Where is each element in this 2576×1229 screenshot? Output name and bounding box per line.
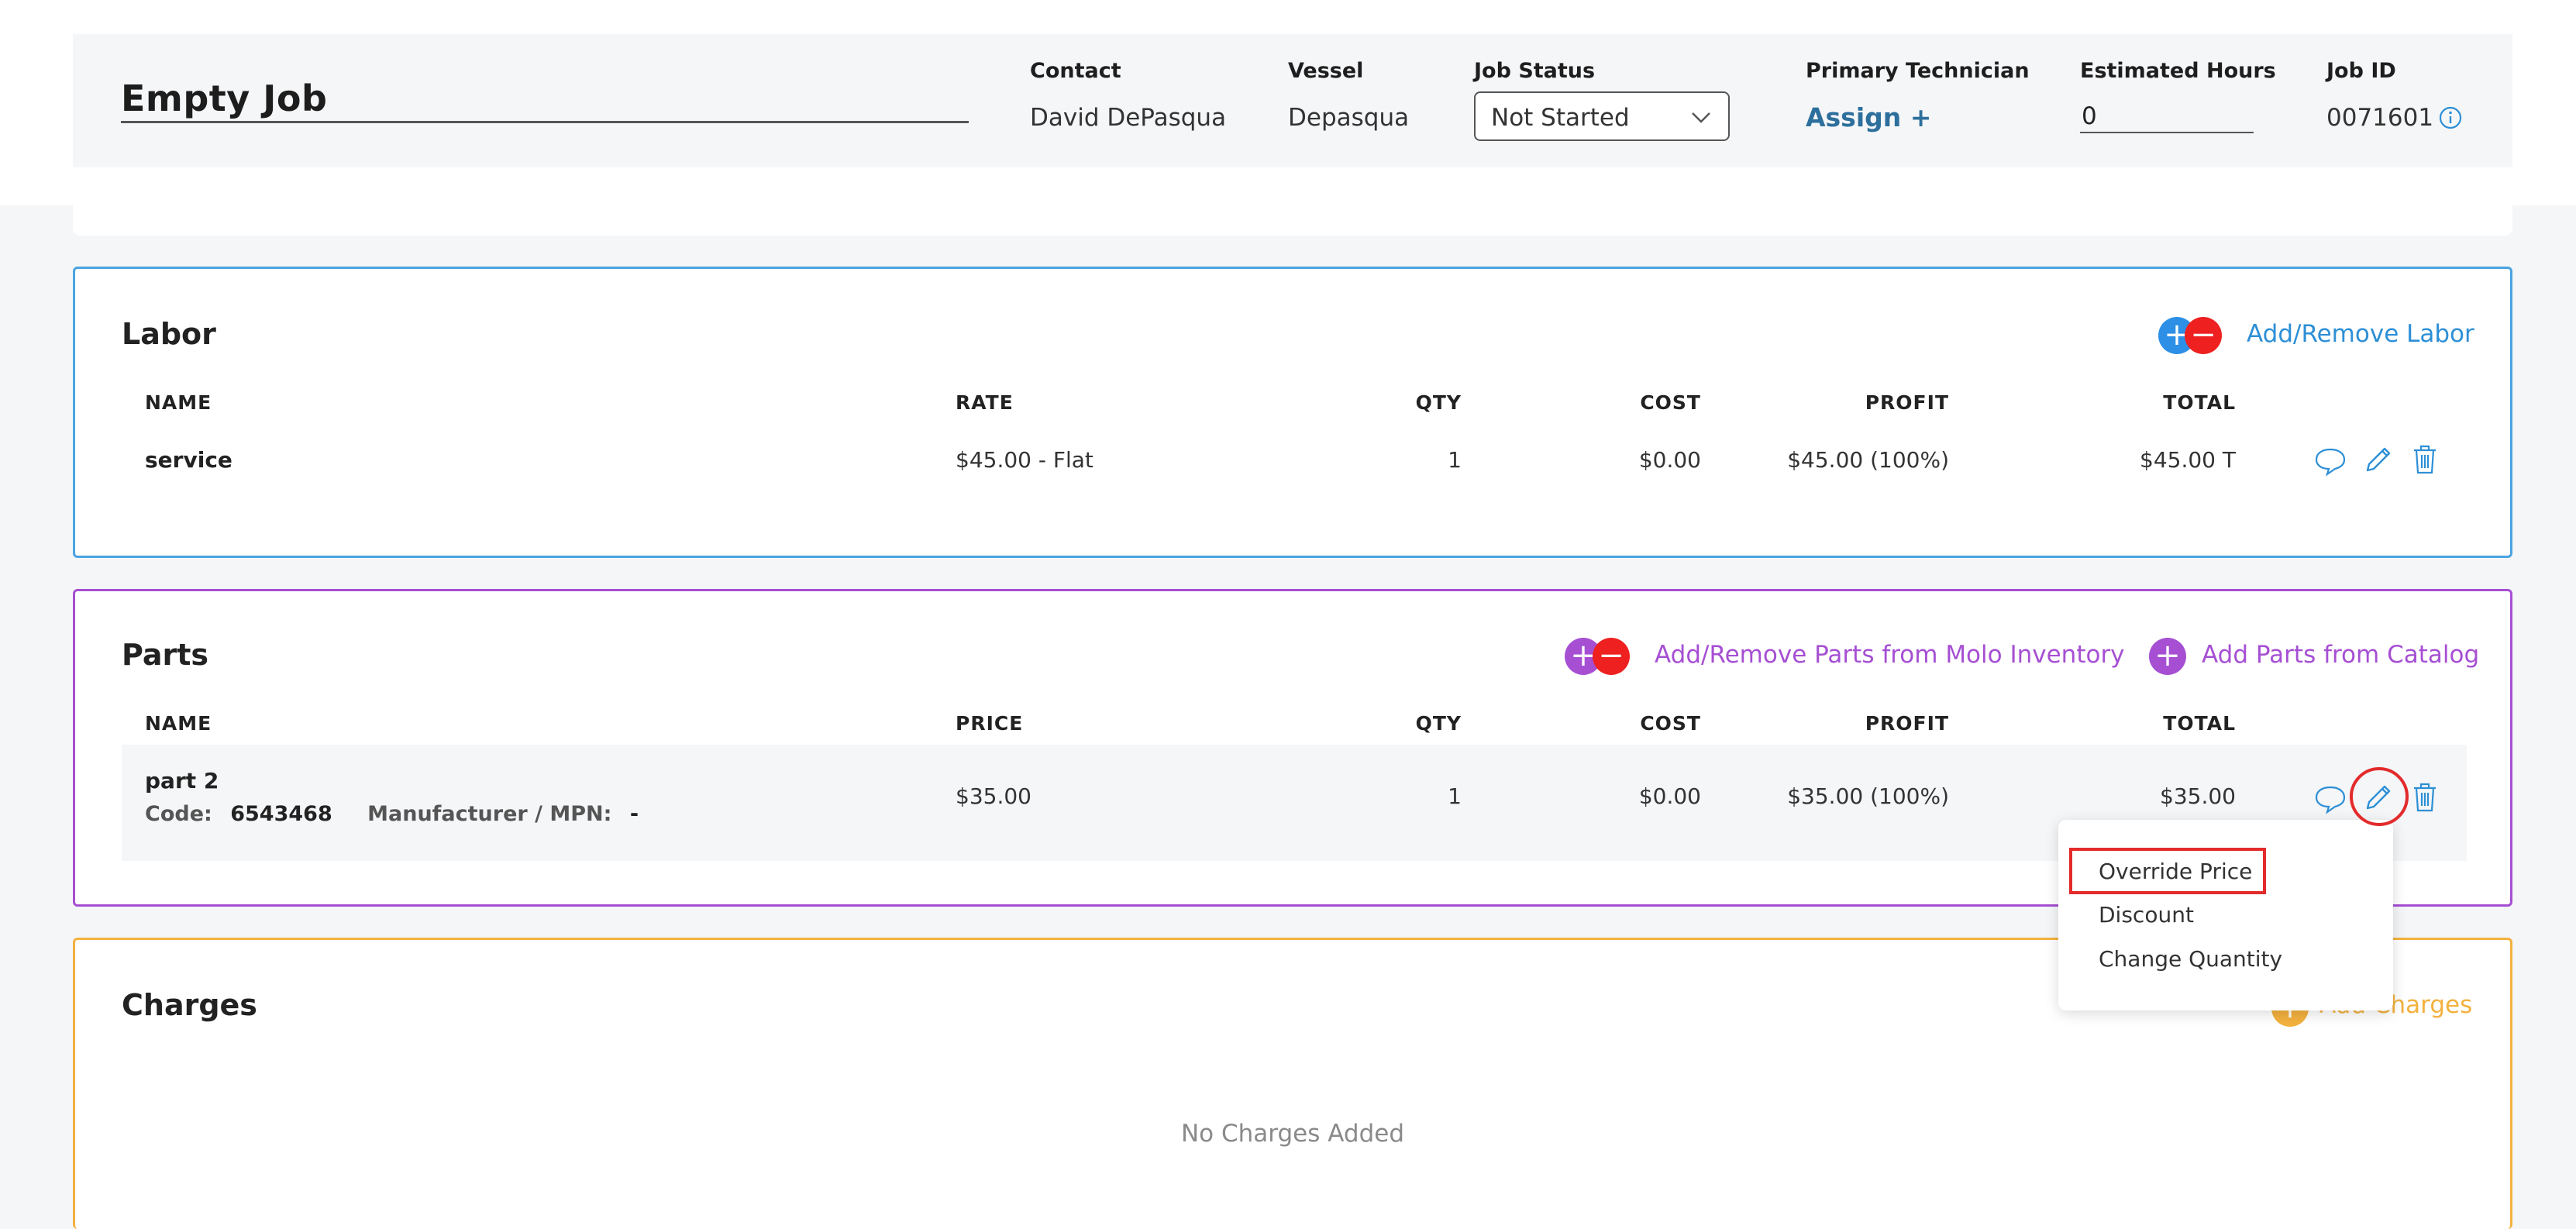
job-status-value: Not Started: [1491, 104, 1630, 132]
labor-col-cost: COST: [1640, 391, 1701, 414]
parts-col-price: PRICE: [956, 712, 1024, 735]
menu-item-change-quantity[interactable]: Change Quantity: [2099, 946, 2283, 972]
job-header-body: [73, 167, 2512, 236]
charges-title: Charges: [122, 988, 257, 1022]
labor-profit: $45.00 (100%): [1787, 447, 1949, 473]
job-id-value: 0071601: [2326, 104, 2434, 132]
highlight-circle: [2350, 767, 2409, 826]
chevron-down-icon: [1692, 112, 1710, 123]
labor-col-profit: PROFIT: [1865, 391, 1949, 414]
labor-col-name: NAME: [145, 391, 212, 414]
part-total: $35.00: [2160, 783, 2236, 809]
parts-col-total: TOTAL: [2163, 712, 2236, 735]
part-qty: 1: [1448, 783, 1462, 809]
labor-cost: $0.00: [1638, 447, 1701, 473]
labor-qty: 1: [1448, 447, 1462, 473]
minus-icon[interactable]: −: [2185, 317, 2222, 354]
parts-col-cost: COST: [1640, 712, 1701, 735]
assign-technician-button[interactable]: Assign +: [1806, 102, 1932, 133]
part-code-label: Code:: [145, 802, 212, 826]
job-header: [73, 34, 2512, 167]
highlight-box: [2069, 848, 2266, 894]
labor-rate: $45.00 - Flat: [956, 447, 1093, 473]
contact-label: Contact: [1030, 59, 1121, 83]
part-profit: $35.00 (100%): [1787, 783, 1949, 809]
comment-icon[interactable]: [2313, 783, 2347, 814]
labor-col-total: TOTAL: [2163, 391, 2236, 414]
info-icon[interactable]: [2438, 105, 2463, 130]
parts-col-name: NAME: [145, 712, 212, 735]
labor-name: service: [145, 447, 232, 473]
plus-icon[interactable]: +: [2149, 638, 2186, 675]
parts-title: Parts: [122, 638, 208, 672]
part-price: $35.00: [956, 783, 1031, 809]
job-id-label: Job ID: [2326, 59, 2396, 83]
add-remove-labor-link[interactable]: Add/Remove Labor: [2247, 320, 2474, 348]
trash-icon[interactable]: [2409, 780, 2440, 814]
labor-total: $45.00 T: [2140, 447, 2236, 473]
vessel-value: Depasqua: [1288, 104, 1410, 132]
menu-item-discount[interactable]: Discount: [2099, 902, 2194, 928]
job-title[interactable]: Empty Job: [121, 77, 969, 123]
technician-label: Primary Technician: [1806, 59, 2030, 83]
part-mpn-value: -: [629, 802, 639, 826]
labor-title: Labor: [122, 317, 216, 351]
job-status-select[interactable]: Not Started: [1474, 91, 1730, 141]
parts-col-qty: QTY: [1415, 712, 1462, 735]
parts-col-profit: PROFIT: [1865, 712, 1949, 735]
menu-item-override-price[interactable]: Override Price: [2099, 859, 2253, 884]
labor-col-rate: RATE: [956, 391, 1014, 414]
labor-col-qty: QTY: [1415, 391, 1462, 414]
no-charges-text: No Charges Added: [1180, 1120, 1405, 1148]
trash-icon[interactable]: [2409, 442, 2440, 477]
part-cost: $0.00: [1638, 783, 1701, 809]
add-remove-parts-inventory-link[interactable]: Add/Remove Parts from Molo Inventory: [1655, 641, 2125, 669]
comment-icon[interactable]: [2313, 446, 2347, 477]
edit-part-menu: Override Price Discount Change Quantity: [2058, 820, 2393, 1010]
minus-icon[interactable]: −: [1593, 638, 1630, 675]
job-status-label: Job Status: [1474, 59, 1596, 83]
parts-section: Parts + − Add/Remove Parts from Molo Inv…: [73, 589, 2512, 907]
part-mpn-label: Manufacturer / MPN:: [367, 802, 612, 826]
estimated-hours-label: Estimated Hours: [2080, 59, 2276, 83]
pencil-icon[interactable]: [2361, 442, 2395, 477]
contact-value: David DePasqua: [1030, 104, 1227, 132]
labor-section: Labor + − Add/Remove Labor NAME RATE QTY…: [73, 267, 2512, 558]
add-parts-catalog-link[interactable]: Add Parts from Catalog: [2202, 641, 2480, 669]
part-code-value: 6543468: [230, 802, 332, 826]
vessel-label: Vessel: [1288, 59, 1364, 83]
estimated-hours-input[interactable]: 0: [2080, 102, 2254, 133]
part-name: part 2: [145, 768, 219, 794]
